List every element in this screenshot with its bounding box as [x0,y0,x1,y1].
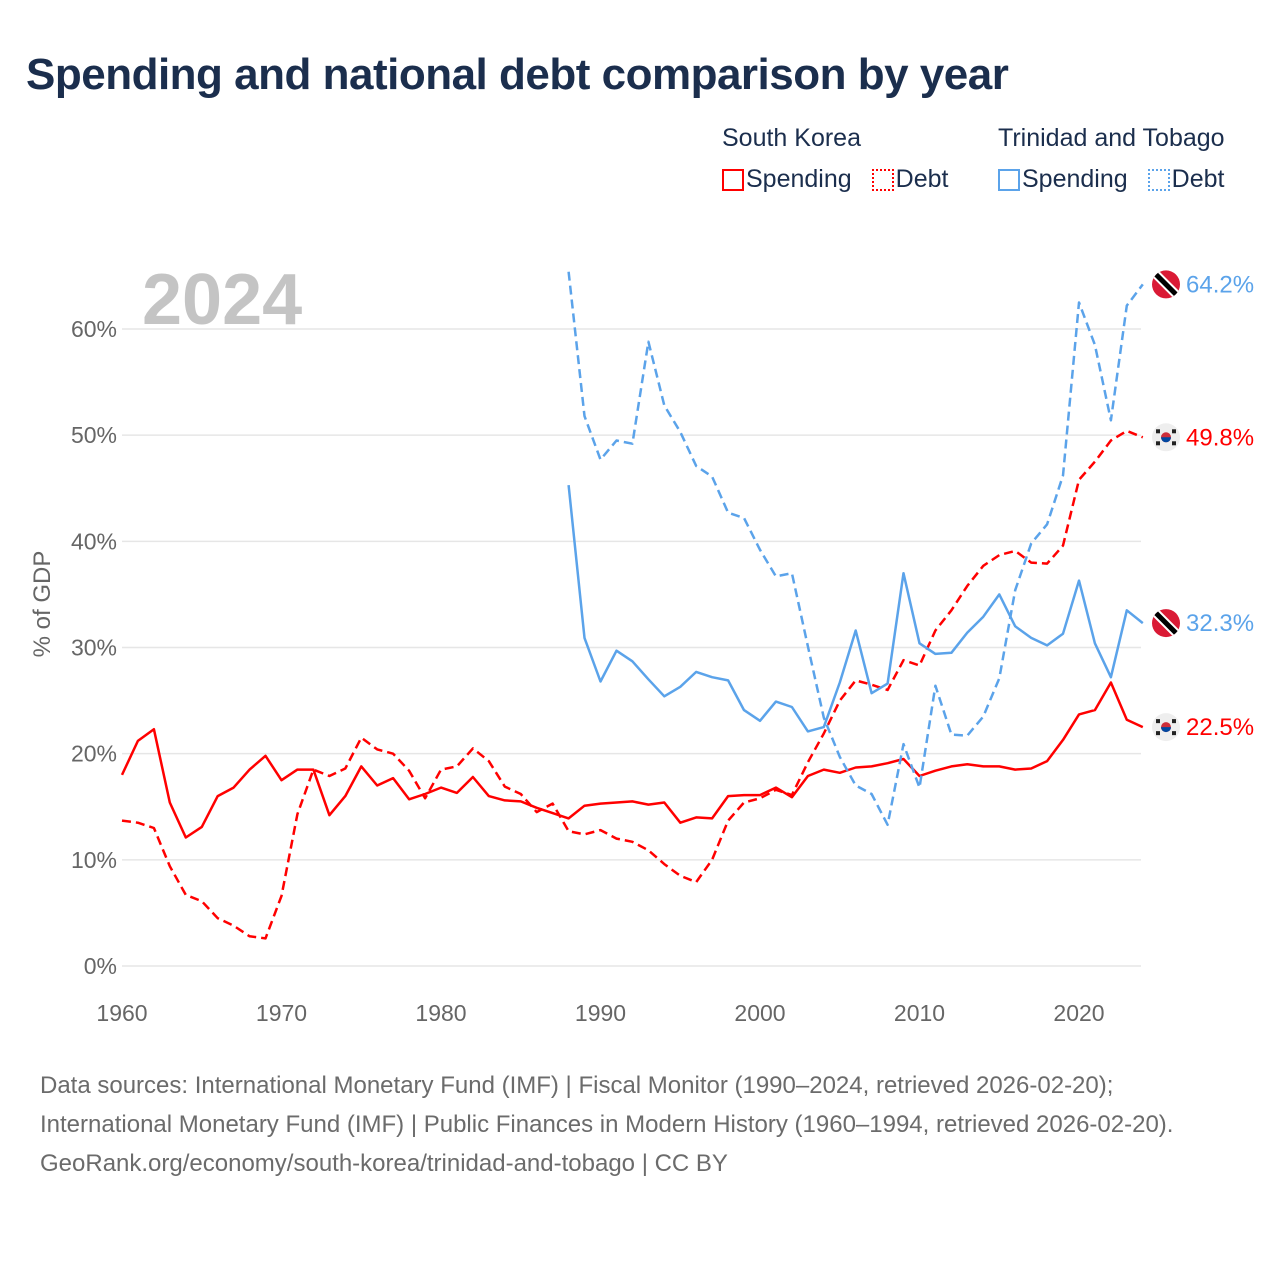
y-tick-label: 0% [84,953,117,979]
line-chart: 0% 10% 20% 30% 40% 50% 60% 1960 1970 1980 1990 2000… [29,260,1254,1026]
y-tick-label: 10% [71,847,117,873]
flag-trigram [1156,441,1160,446]
end-value-label: 22.5% [1186,714,1254,741]
x-tick-label: 1990 [575,1000,626,1026]
flag-trigram [1172,731,1176,736]
flag-trigram [1172,441,1176,446]
x-tick-label: 1980 [415,1000,466,1026]
legend-label: Spending [1022,165,1128,193]
legend-item-debt[interactable]: Debt [871,165,949,194]
series-line-trinidad-and-tobago-debt [567,271,1144,827]
flag-black-stripe [1152,270,1180,299]
y-tick-label: 60% [71,316,117,342]
trinidad-flag-icon [1152,270,1180,299]
south-korea-flag-icon [1152,423,1180,452]
legend-item-debt[interactable]: Debt [1147,165,1225,194]
data-sources: Data sources: International Monetary Fun… [40,1072,1174,1138]
x-tick-label: 2010 [894,1000,945,1026]
series-line-trinidad-and-tobago-spending [567,484,1144,733]
legend-country: Trinidad and Tobago [998,124,1225,152]
flag-stripes [1152,609,1180,638]
flag-black-stripe [1152,609,1180,638]
y-tick-label: 30% [71,635,117,661]
footer: Data sources: International Monetary Fun… [40,1066,1240,1183]
end-value-label: 49.8% [1186,424,1254,451]
legend-south-korea: South Korea Spending Debt [722,124,962,194]
y-tick-label: 50% [71,422,117,448]
legend-country: South Korea [722,124,861,152]
trinidad-flag-icon [1152,609,1180,638]
y-axis-label: % of GDP [29,551,56,658]
solid-swatch-icon [722,168,744,191]
x-tick-label: 1960 [96,1000,147,1026]
x-tick-label: 1970 [256,1000,307,1026]
dotted-swatch-icon [871,168,894,191]
flag-taeguk-blue [1161,437,1171,443]
legend-trinidad-and-tobago: Trinidad and Tobago Spending Debt [998,124,1238,194]
flag-trigram [1156,719,1160,724]
flag-trigram [1156,731,1160,736]
legend-label: Debt [895,165,949,193]
y-tick-label: 20% [71,741,117,767]
flag-stripes [1152,270,1180,299]
flag-trigram [1172,429,1176,434]
flag-taeguk-blue [1161,727,1171,733]
legend-item-spending[interactable]: Spending [998,165,1128,194]
dotted-swatch-icon [1147,168,1170,191]
credit-link[interactable]: GeoRank.org/economy/south-korea/trinidad… [40,1150,728,1177]
x-tick-label: 2000 [734,1000,785,1026]
south-korea-flag-icon [1152,713,1180,742]
series-line-south-korea-spending [120,681,1144,839]
x-tick-label: 2020 [1053,1000,1104,1026]
flag-trigram [1156,429,1160,434]
legend-label: Spending [746,165,852,193]
end-value-label: 32.3% [1186,610,1254,637]
y-tick-label: 40% [71,528,117,554]
solid-swatch-icon [998,168,1020,191]
end-value-label: 64.2% [1186,271,1254,298]
legend-label: Debt [1171,165,1225,193]
year-watermark: 2024 [142,260,302,340]
series-line-south-korea-debt [121,429,1144,940]
legend-item-spending[interactable]: Spending [722,165,852,194]
chart-title: Spending and national debt comparison by… [26,50,1009,99]
flag-trigram [1172,719,1176,724]
